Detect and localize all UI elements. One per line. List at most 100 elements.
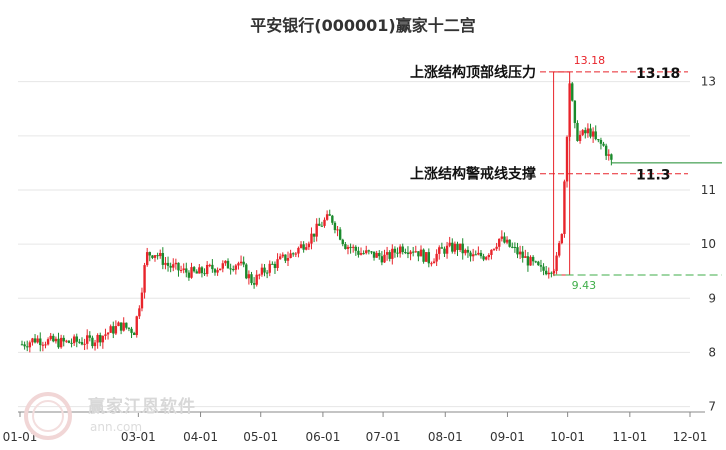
candle-body	[213, 269, 217, 273]
candle-body	[164, 262, 167, 265]
candle-body	[104, 334, 107, 336]
candle-body	[597, 139, 600, 141]
candle-body	[52, 335, 55, 342]
candle-body	[427, 252, 431, 264]
candle-body	[359, 253, 363, 255]
candle-body	[148, 252, 151, 256]
candle-body	[599, 139, 603, 144]
candle-body	[78, 341, 81, 343]
candle-body	[581, 130, 584, 135]
candle-body	[388, 252, 391, 259]
candle-body	[161, 253, 165, 265]
candle-body	[28, 342, 32, 348]
x-tick-label: 06-01	[305, 430, 340, 444]
candle-body	[500, 236, 504, 239]
candle-body	[247, 274, 251, 279]
candle-body	[62, 337, 65, 342]
watermark-seal-logo	[24, 392, 72, 440]
candle-body	[294, 253, 298, 255]
x-tick-label: 03-01	[121, 430, 156, 444]
candle-body	[469, 252, 472, 257]
candle-body	[234, 265, 238, 270]
resistance-label: 上涨结构顶部线压力	[410, 64, 536, 81]
candle-body	[239, 261, 243, 264]
candle-body	[440, 247, 444, 249]
candle-body	[518, 251, 522, 255]
candle-body	[401, 246, 404, 253]
candle-body	[451, 242, 454, 252]
candle-body	[169, 265, 172, 268]
candle-body	[153, 255, 157, 258]
candle-body	[143, 265, 146, 293]
candle-body	[539, 265, 543, 267]
candle-body	[328, 214, 331, 216]
candle-body	[286, 258, 290, 261]
candle-body	[190, 267, 193, 278]
support-label: 上涨结构警戒线支撑	[410, 166, 536, 183]
candle-body	[430, 263, 433, 265]
candle-body	[101, 335, 105, 343]
candle-body	[357, 250, 360, 255]
candle-body	[380, 256, 384, 263]
candle-body	[109, 326, 112, 333]
candle-body	[323, 219, 326, 226]
candle-body	[344, 244, 347, 249]
candle-body	[560, 233, 564, 244]
candle-body	[435, 253, 438, 262]
candle-body	[320, 225, 324, 227]
candle-body	[271, 263, 274, 265]
candle-body	[132, 332, 136, 336]
candle-body	[448, 242, 451, 246]
candle-body	[461, 243, 464, 254]
candle-body	[487, 254, 490, 258]
candle-body	[602, 143, 605, 146]
candle-body	[125, 322, 128, 328]
candle-body	[216, 270, 219, 273]
x-tick-label: 12-01	[673, 430, 708, 444]
candle-body	[513, 246, 517, 248]
candle-body	[375, 252, 378, 258]
candle-body	[464, 249, 467, 254]
candle-body	[252, 283, 256, 285]
candle-body	[576, 122, 579, 141]
candle-body	[318, 223, 321, 226]
candle-body	[534, 261, 537, 263]
candle-body	[524, 256, 527, 258]
candle-body	[72, 336, 76, 344]
candle-body	[417, 251, 420, 257]
candle-body	[302, 244, 305, 250]
candle-body	[112, 326, 115, 334]
candle-body	[544, 270, 548, 275]
candle-body	[172, 264, 175, 268]
candle-body	[367, 250, 371, 252]
watermark-brand: 赢家江恩软件	[88, 397, 196, 417]
candle-body	[591, 131, 595, 137]
candle-body	[83, 343, 86, 345]
candle-body	[99, 334, 102, 343]
candle-body	[409, 251, 412, 255]
candle-body	[276, 259, 279, 269]
candle-body	[508, 239, 511, 247]
candle-body	[529, 256, 532, 266]
candle-body	[550, 272, 553, 274]
candle-body	[422, 249, 425, 262]
candle-body	[594, 131, 597, 140]
candle-body	[547, 272, 550, 275]
candle-body	[474, 254, 477, 256]
candle-body	[471, 254, 475, 257]
watermark-url: ann.com	[90, 420, 143, 434]
candle-body	[88, 335, 92, 338]
candle-body	[211, 264, 214, 270]
candle-body	[166, 262, 170, 266]
candle-body	[140, 292, 144, 309]
candle-body	[185, 268, 188, 273]
candle-body	[221, 263, 225, 269]
candle-body	[406, 252, 410, 255]
top-price-label: 13.18	[574, 54, 606, 67]
candle-body	[23, 344, 26, 347]
candle-body	[75, 336, 78, 342]
x-tick-label: 08-01	[428, 430, 463, 444]
candle-body	[477, 252, 480, 255]
candle-body	[232, 269, 235, 271]
candle-body	[307, 243, 311, 248]
